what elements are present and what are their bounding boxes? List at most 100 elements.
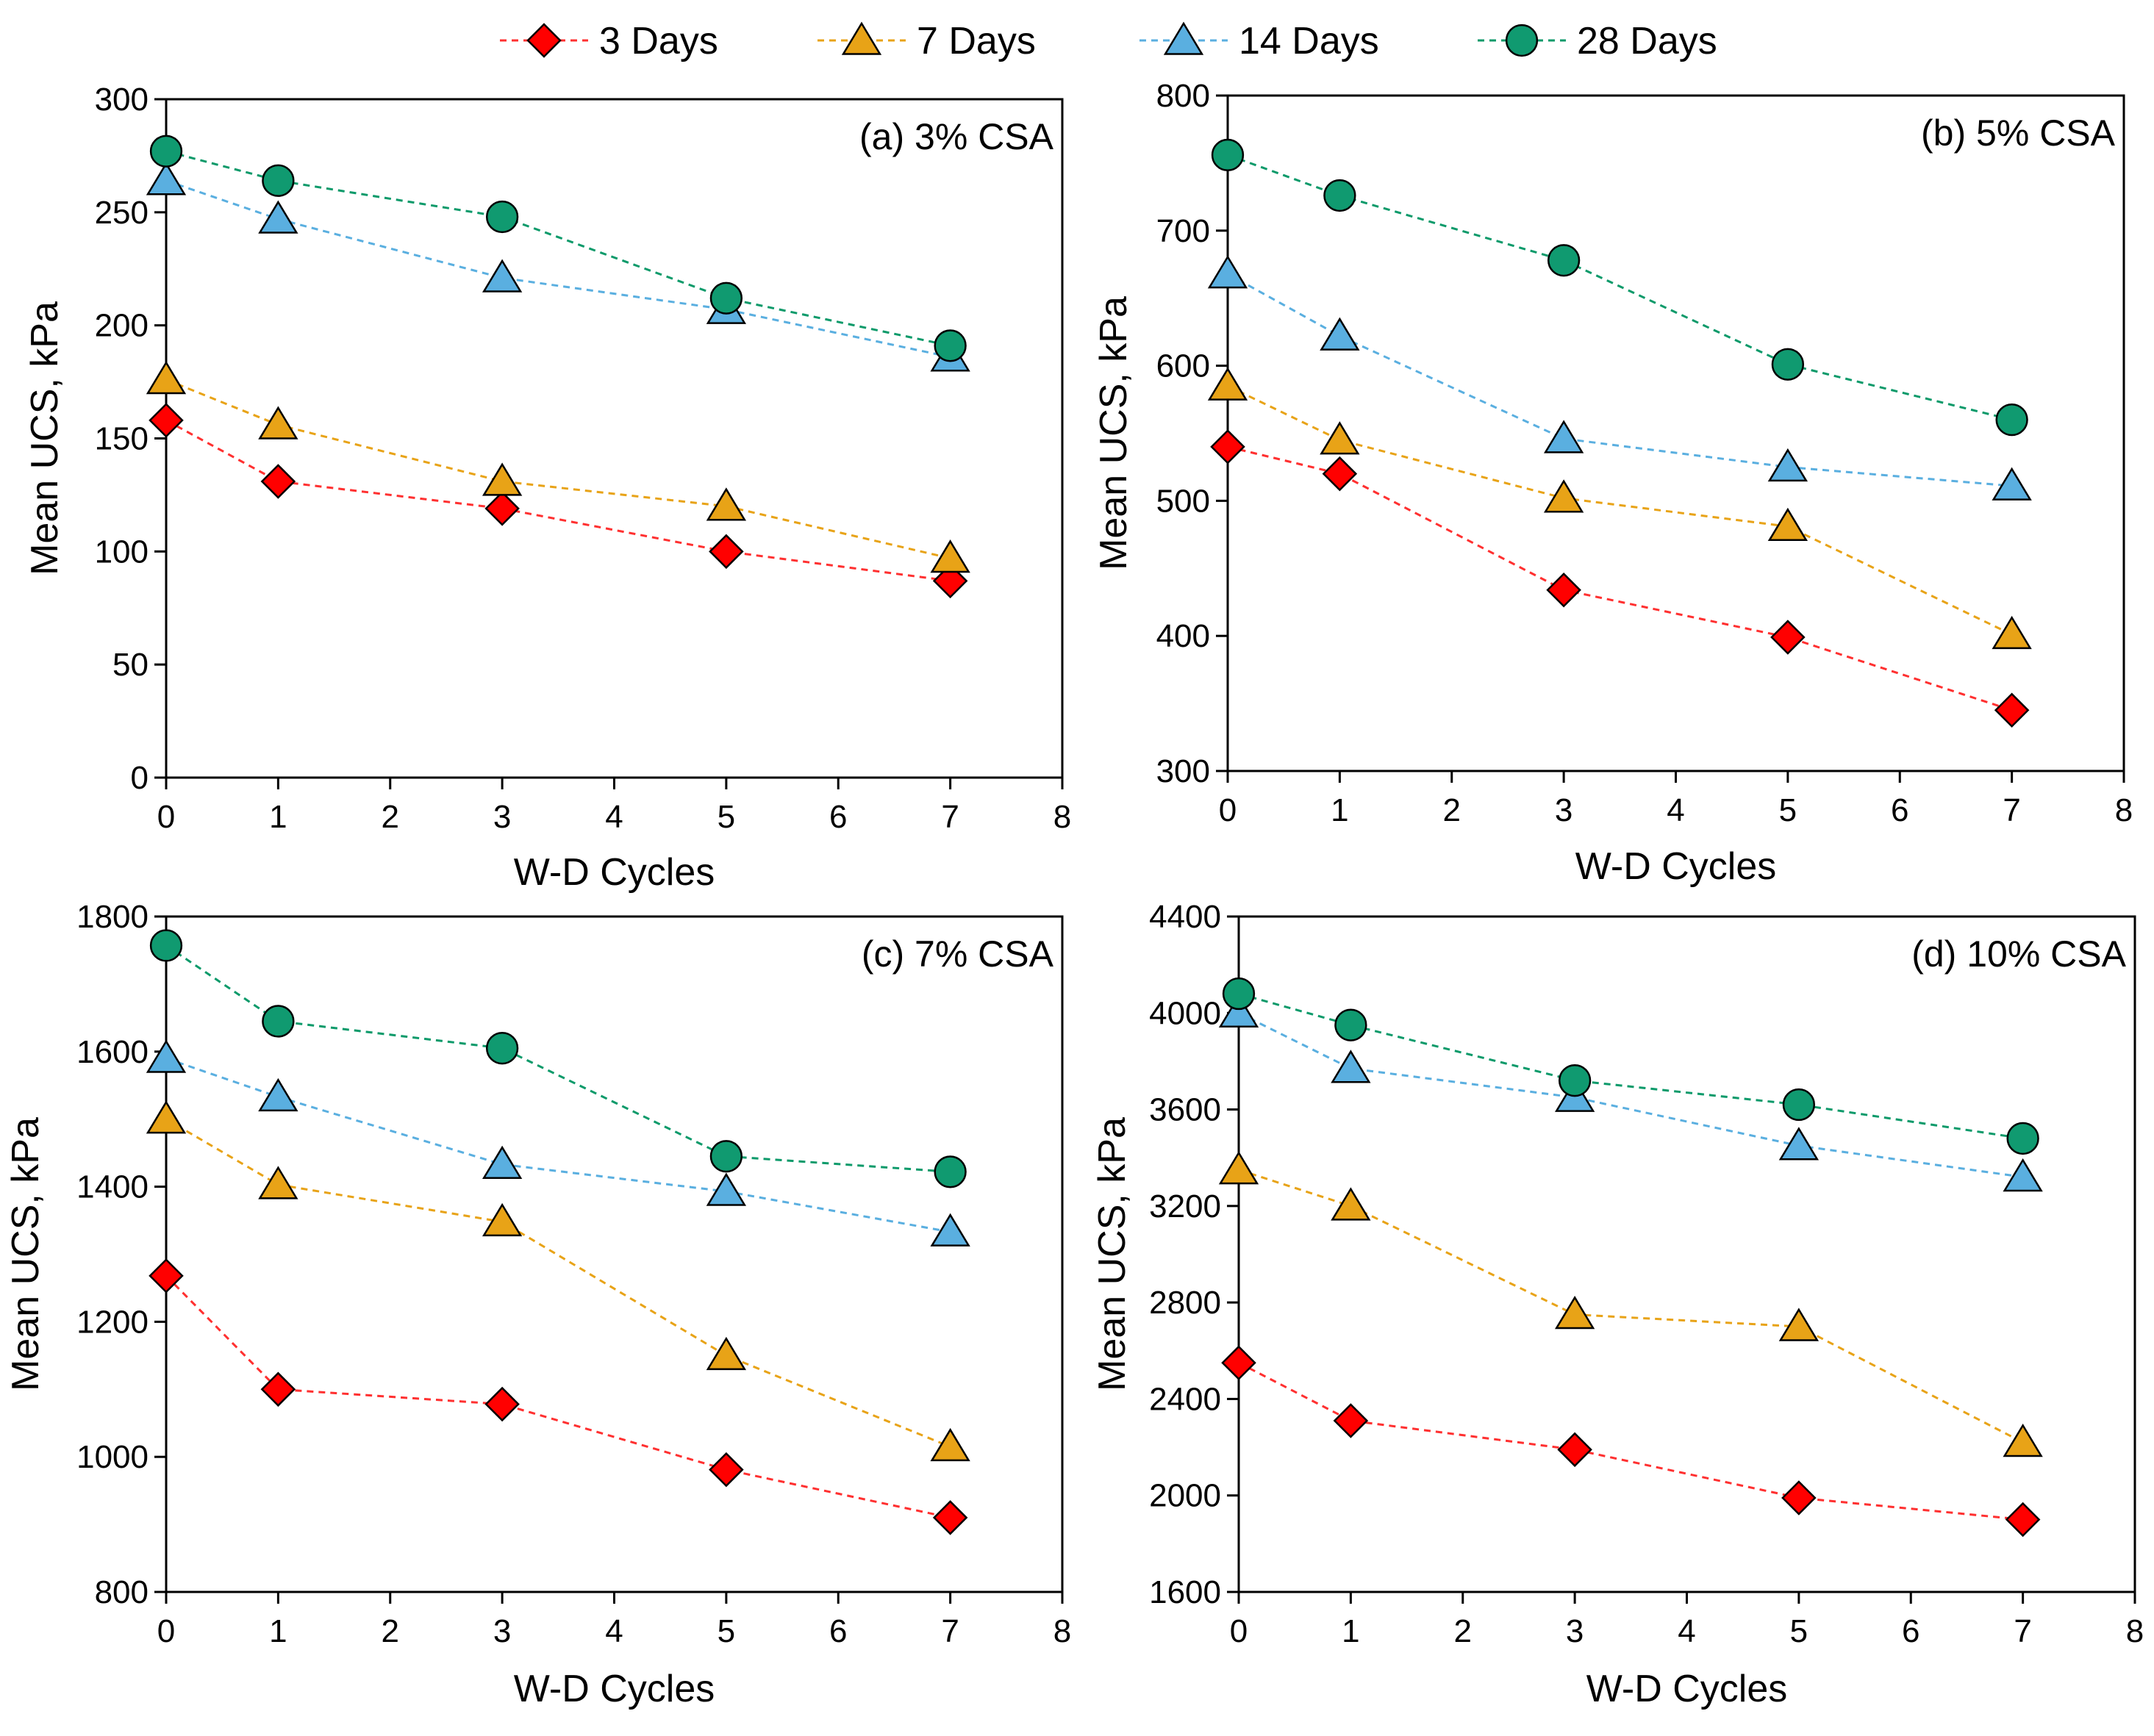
series-line-28-days xyxy=(1227,154,2012,421)
y-tick-label: 1200 xyxy=(76,1304,149,1340)
data-point-14-days xyxy=(1331,1050,1371,1083)
data-point-28-days xyxy=(262,164,295,197)
data-point-28-days xyxy=(1211,138,1245,172)
x-tick-label: 5 xyxy=(718,1613,735,1649)
legend-label: 7 Days xyxy=(917,20,1036,62)
series-line-3-days xyxy=(165,1274,951,1519)
y-tick-label: 4400 xyxy=(1149,899,1221,935)
data-point-3-days xyxy=(1557,1432,1592,1468)
legend-marker-diamond xyxy=(526,23,562,58)
x-tick-label: 3 xyxy=(1566,1613,1584,1649)
data-point-3-days xyxy=(484,1386,520,1422)
plot-frame xyxy=(165,98,1064,779)
data-point-28-days xyxy=(1222,977,1256,1011)
x-tick-label: 4 xyxy=(1667,792,1684,828)
series-line-3-days xyxy=(165,419,951,582)
y-tick-label: 300 xyxy=(1156,753,1210,789)
data-point-28-days xyxy=(1995,403,2028,437)
data-point-3-days xyxy=(260,464,296,499)
x-tick-label: 2 xyxy=(382,1613,399,1649)
x-tick-label: 8 xyxy=(2126,1613,2144,1649)
y-tick-label: 4000 xyxy=(1149,995,1221,1031)
data-point-7-days xyxy=(258,406,298,440)
data-point-3-days xyxy=(932,1500,968,1535)
y-tick-label: 3600 xyxy=(1149,1092,1221,1128)
legend-marker-triangle xyxy=(1163,21,1204,55)
y-tick-label: 2400 xyxy=(1149,1381,1221,1417)
x-tick-label: 2 xyxy=(1443,792,1461,828)
y-axis-label: Mean UCS, kPa xyxy=(1092,296,1135,570)
data-point-7-days xyxy=(258,1166,298,1199)
data-point-28-days xyxy=(709,1140,743,1173)
x-tick-label: 7 xyxy=(2014,1613,2031,1649)
data-point-14-days xyxy=(706,1172,747,1206)
data-point-28-days xyxy=(934,329,967,362)
data-point-28-days xyxy=(262,1005,295,1038)
y-tick-label: 250 xyxy=(95,195,149,231)
series-line-14-days xyxy=(165,1057,951,1233)
plot-frame xyxy=(165,915,1064,1593)
data-point-28-days xyxy=(1558,1064,1592,1097)
x-tick-label: 5 xyxy=(1790,1613,1808,1649)
data-point-7-days xyxy=(1543,479,1584,513)
y-tick-label: 100 xyxy=(95,534,149,570)
data-point-14-days xyxy=(1218,994,1259,1028)
data-point-7-days xyxy=(706,1336,747,1371)
x-tick-label: 0 xyxy=(157,1613,175,1649)
x-tick-label: 1 xyxy=(269,799,287,835)
x-tick-label: 1 xyxy=(1342,1613,1359,1649)
x-tick-label: 4 xyxy=(1678,1613,1695,1649)
x-tick-label: 0 xyxy=(1230,1613,1248,1649)
series-line-14-days xyxy=(1238,1011,2023,1178)
y-tick-label: 1000 xyxy=(76,1439,149,1475)
panel-title: (a) 3% CSA xyxy=(859,116,1054,157)
data-point-3-days xyxy=(260,1371,296,1407)
data-point-14-days xyxy=(930,1213,970,1247)
data-point-14-days xyxy=(482,259,523,293)
data-point-7-days xyxy=(1992,615,2032,650)
data-point-3-days xyxy=(1781,1480,1817,1516)
data-point-3-days xyxy=(149,1258,184,1294)
x-tick-label: 1 xyxy=(269,1613,287,1649)
panel-title: (d) 10% CSA xyxy=(1911,933,2126,975)
y-tick-label: 400 xyxy=(1156,618,1210,654)
y-tick-label: 600 xyxy=(1156,348,1210,384)
panel-d-10-csa: 1600 2000 2400 2800 3200 3600 4000 4400 0 1 2 3 4 5 6 7… xyxy=(1091,899,2144,1710)
data-point-14-days xyxy=(258,200,298,234)
data-point-14-days xyxy=(1778,1127,1820,1161)
y-tick-label: 1600 xyxy=(1149,1574,1221,1610)
data-point-7-days xyxy=(930,1427,970,1462)
x-axis-label: W-D Cycles xyxy=(1575,845,1776,888)
x-tick-label: 4 xyxy=(605,799,623,835)
data-point-7-days xyxy=(1767,507,1808,542)
x-tick-label: 8 xyxy=(1053,1613,1071,1649)
data-point-14-days xyxy=(482,1145,523,1180)
data-point-14-days xyxy=(146,1039,187,1073)
legend-marker-circle xyxy=(1505,24,1539,57)
legend-label: 28 Days xyxy=(1577,20,1717,62)
y-tick-label: 200 xyxy=(95,308,149,344)
x-tick-label: 2 xyxy=(382,799,399,835)
x-tick-label: 5 xyxy=(1779,792,1797,828)
x-axis-label: W-D Cycles xyxy=(514,1668,715,1710)
data-point-28-days xyxy=(1771,348,1805,381)
panel-a-3-csa: 0 50 100 150 200 250 300 0 1 2 3 4 5 6 7 8 W-D Cycles Mea… xyxy=(24,82,1071,894)
panel-c-7-csa: 800 1000 1200 1400 1600 1800 0 1 2 3 4 5 6 7 8 W-D Cycl… xyxy=(4,899,1071,1710)
data-point-14-days xyxy=(1767,448,1808,482)
data-point-7-days xyxy=(482,462,523,496)
data-point-3-days xyxy=(1210,429,1245,465)
x-tick-label: 8 xyxy=(2115,792,2133,828)
y-tick-label: 500 xyxy=(1156,483,1210,519)
y-axis-label: Mean UCS, kPa xyxy=(1091,1117,1134,1391)
y-tick-label: 1800 xyxy=(76,899,149,935)
x-tick-label: 7 xyxy=(2003,792,2020,828)
plot-frame xyxy=(1226,94,2125,772)
data-point-3-days xyxy=(149,403,184,438)
legend-item-3-days: 3 Days xyxy=(500,20,718,62)
y-tick-label: 2000 xyxy=(1149,1478,1221,1514)
x-tick-label: 5 xyxy=(718,799,735,835)
y-axis-label: Mean UCS, kPa xyxy=(4,1117,47,1391)
data-point-28-days xyxy=(1334,1008,1367,1041)
